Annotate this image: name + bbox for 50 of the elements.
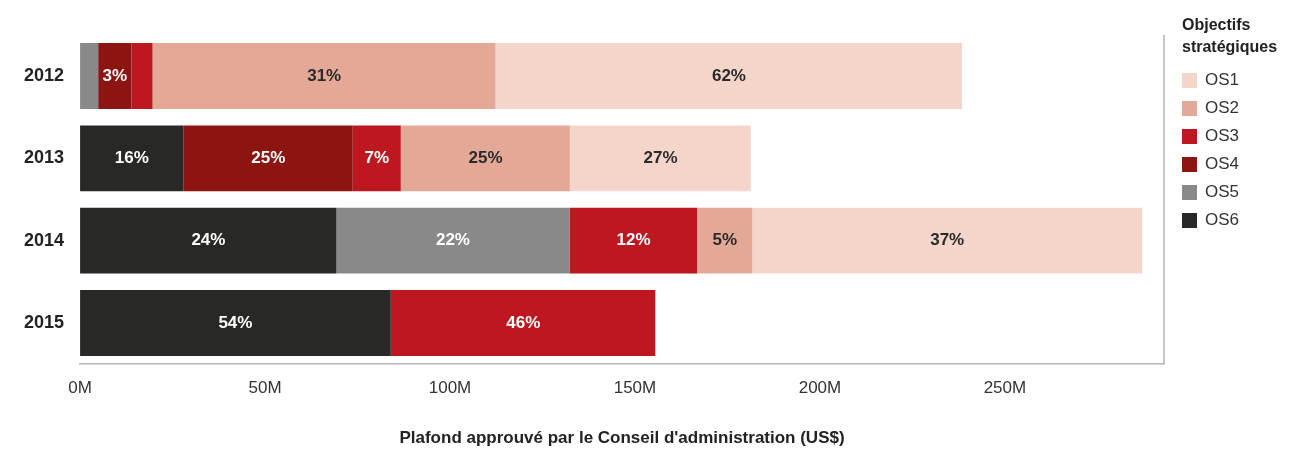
bar — [131, 43, 153, 109]
annotation: 54% — [218, 312, 253, 332]
bar — [352, 125, 401, 192]
bar — [569, 125, 751, 192]
bar — [697, 207, 753, 274]
annotation: 22% — [435, 230, 470, 250]
legend-label: OS2 — [1205, 98, 1240, 118]
bar — [183, 125, 353, 192]
annotation: 31% — [307, 65, 342, 85]
bar — [98, 43, 132, 109]
x-axis-title: Plafond approuvé par le Conseil d'administration (US$) — [399, 428, 845, 448]
annotation: 46% — [506, 312, 541, 332]
annotation: 3% — [102, 65, 128, 85]
annotation: 5% — [712, 230, 738, 250]
annotation: 16% — [114, 148, 149, 168]
x-tick-label: 0M — [68, 378, 92, 398]
bar — [752, 207, 1143, 274]
legend-label: OS3 — [1205, 126, 1240, 146]
y-tick-label: 2013 — [24, 147, 65, 168]
y-tick-label: 2014 — [24, 229, 65, 250]
legend-title: Objectifs stratégiques — [1182, 15, 1279, 57]
x-tick-label: 100M — [428, 378, 472, 398]
legend-label: OS5 — [1205, 182, 1240, 202]
y-tick-label: 2012 — [24, 64, 65, 85]
annotation: 24% — [191, 230, 226, 250]
bar — [80, 290, 391, 356]
bar — [80, 125, 184, 192]
x-tick-label: 200M — [798, 378, 842, 398]
x-tick-label: 150M — [613, 378, 657, 398]
bar — [80, 207, 337, 274]
annotation: 12% — [616, 230, 651, 250]
bar — [495, 43, 963, 109]
annotation: 27% — [643, 148, 678, 168]
bar — [80, 43, 99, 109]
bar — [400, 125, 570, 192]
x-tick-label: 250M — [983, 378, 1027, 398]
bar — [569, 207, 698, 274]
bar — [390, 290, 656, 356]
bar — [152, 43, 496, 109]
legend-label: OS6 — [1205, 210, 1240, 230]
annotation: 37% — [930, 230, 965, 250]
bar — [336, 207, 570, 274]
y-tick-label: 2015 — [24, 311, 65, 332]
annotation: 7% — [364, 148, 390, 168]
annotation: 25% — [468, 148, 503, 168]
legend-label: OS4 — [1205, 154, 1240, 174]
annotation: 62% — [711, 65, 746, 85]
x-tick-label: 50M — [248, 378, 282, 398]
legend-label: OS1 — [1205, 70, 1240, 90]
annotation: 25% — [251, 148, 286, 168]
